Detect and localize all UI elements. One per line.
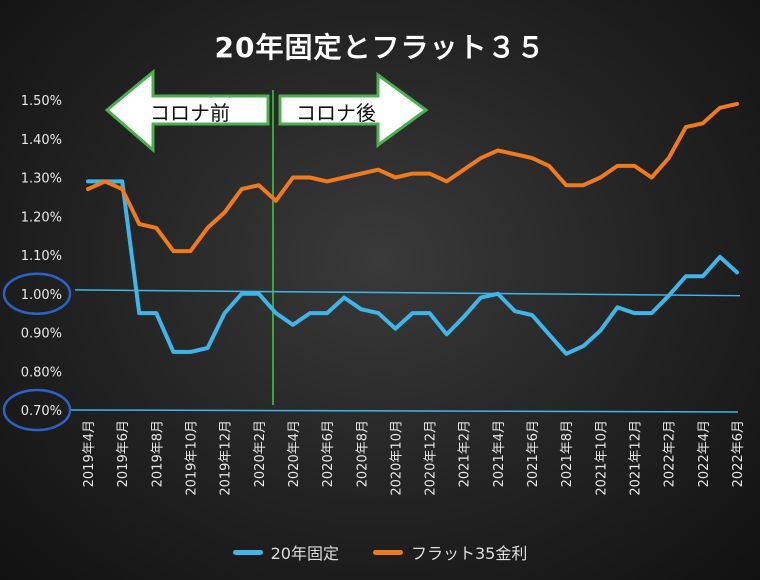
y-axis-ticks: 0.70% 0.80% 0.90% 1.00% 1.10% 1.20% 1.30% 1.40%… xyxy=(21,94,62,419)
legend-label-flat35: フラット35金利 xyxy=(411,544,528,563)
legend-swatch-20y xyxy=(232,549,263,555)
reference-line-0-70 xyxy=(69,409,739,413)
y-tick-label: 0.90% xyxy=(21,327,62,342)
x-tick-label: 2019年6月 xyxy=(116,420,131,487)
highlight-circles xyxy=(2,272,72,432)
x-tick-label: 2019年10月 xyxy=(184,420,199,496)
y-tick-label: 1.30% xyxy=(21,172,62,187)
series-line-20y-fixed xyxy=(86,179,739,356)
x-tick-label: 2021年6月 xyxy=(526,420,541,487)
covid-before-label: コロナ前 xyxy=(150,101,230,125)
x-tick-label: 2020年2月 xyxy=(253,420,268,487)
covid-arrows xyxy=(104,68,429,154)
x-tick-label: 2020年8月 xyxy=(355,420,370,487)
x-tick-label: 2021年12月 xyxy=(629,420,644,496)
reference-lines xyxy=(69,90,741,413)
x-tick-label: 2019年8月 xyxy=(150,420,165,487)
legend-swatch-flat35 xyxy=(373,549,403,555)
series-lines xyxy=(86,101,739,356)
x-tick-label: 2022年4月 xyxy=(697,420,712,487)
series-line-flat35 xyxy=(86,101,739,254)
x-tick-label: 2021年4月 xyxy=(492,420,507,487)
x-tick-label: 2021年2月 xyxy=(458,420,473,487)
legend: 20年固定 フラット35金利 xyxy=(0,540,760,564)
y-tick-label: 1.50% xyxy=(21,94,62,109)
legend-item-20y: 20年固定 xyxy=(232,540,339,564)
x-axis-ticks: 2019年4月 2019年6月 2019年8月 2019年10月 2019年12月 202… xyxy=(82,420,746,496)
x-tick-label: 2021年10月 xyxy=(594,420,609,496)
arrow-after xyxy=(278,72,429,148)
y-tick-label: 0.70% xyxy=(21,404,62,419)
y-tick-label: 1.10% xyxy=(21,249,62,264)
reference-line-1-00 xyxy=(74,289,741,297)
covid-after-label: コロナ後 xyxy=(296,101,376,125)
highlight-circle-0-70 xyxy=(2,388,72,432)
legend-label-20y: 20年固定 xyxy=(270,544,339,563)
y-tick-label: 1.40% xyxy=(21,133,62,148)
x-tick-label: 2022年6月 xyxy=(731,420,746,487)
x-tick-label: 2022年2月 xyxy=(663,420,678,487)
chart-title: 20年固定とフラット３５ xyxy=(214,31,546,64)
x-tick-label: 2020年12月 xyxy=(424,420,439,496)
x-tick-label: 2020年10月 xyxy=(389,420,404,496)
y-tick-label: 1.00% xyxy=(21,288,62,303)
legend-item-flat35: フラット35金利 xyxy=(373,540,527,564)
x-tick-label: 2020年6月 xyxy=(321,420,336,487)
x-tick-label: 2019年4月 xyxy=(82,420,97,487)
y-tick-label: 0.80% xyxy=(21,365,62,380)
arrow-before xyxy=(104,68,270,154)
x-tick-label: 2021年8月 xyxy=(560,420,575,487)
highlight-circle-1-00 xyxy=(2,272,72,315)
y-tick-label: 1.20% xyxy=(21,210,62,225)
x-tick-label: 2020年4月 xyxy=(287,420,302,487)
x-tick-label: 2019年12月 xyxy=(219,420,234,496)
